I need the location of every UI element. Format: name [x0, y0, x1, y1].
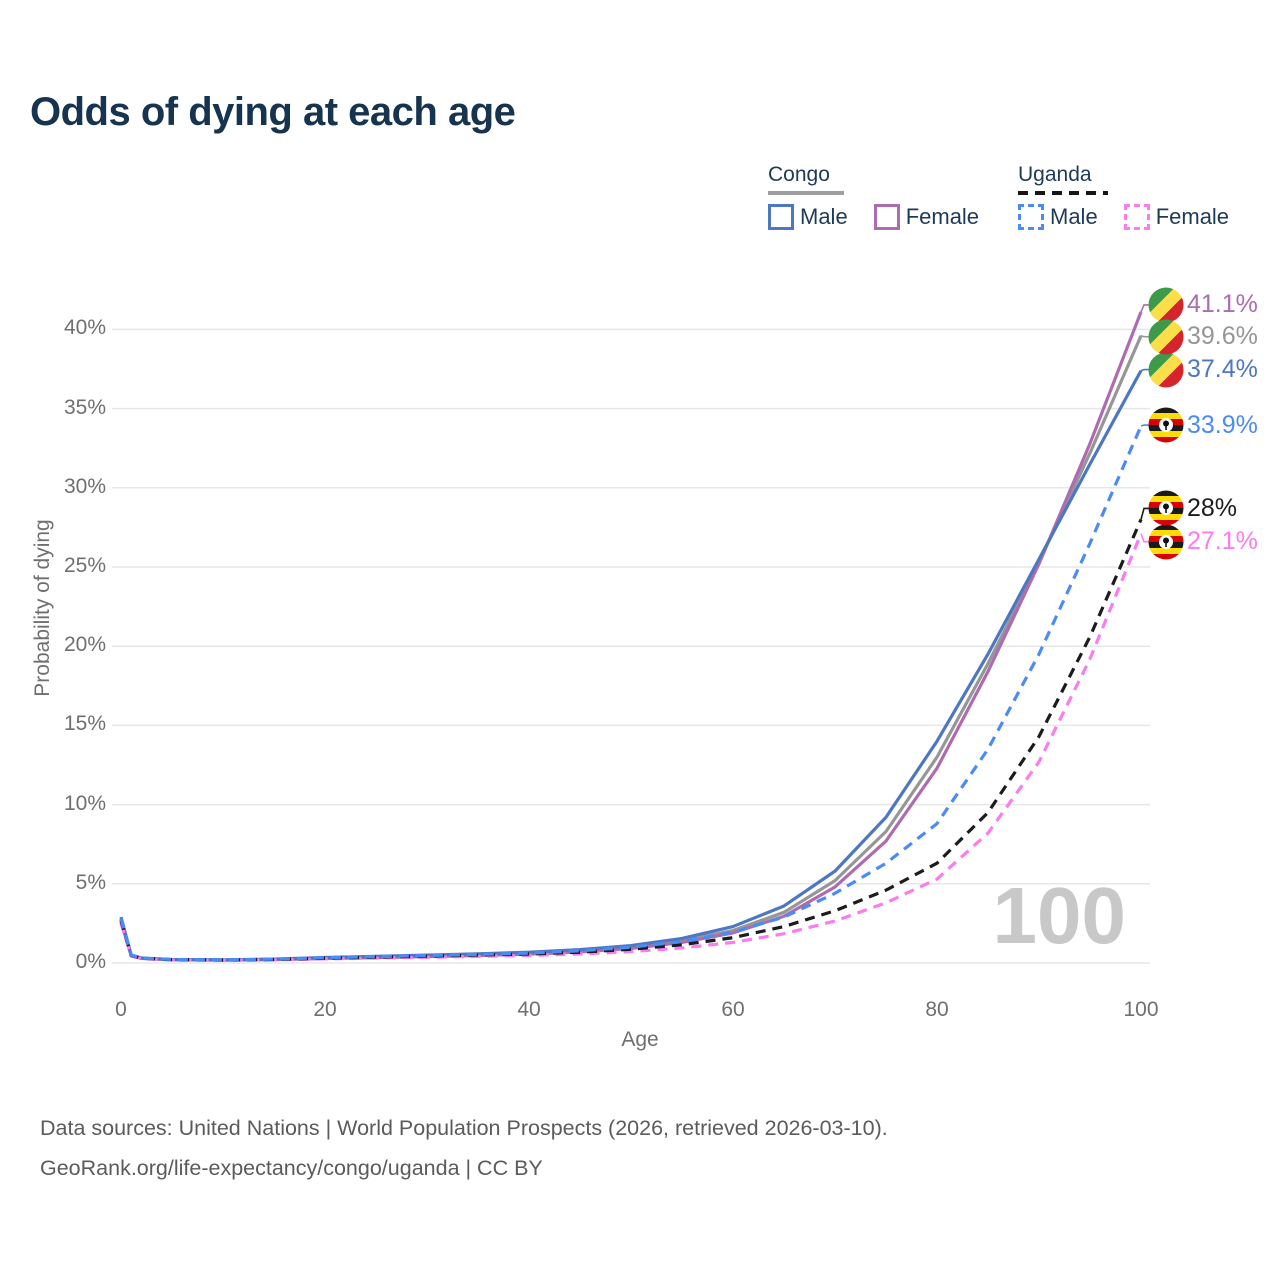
y-tick-label: 15% — [63, 712, 106, 736]
legend-country-congo-label: Congo — [768, 163, 830, 186]
x-tick-label: 60 — [721, 998, 745, 1021]
legend-item-uganda-male[interactable]: Male — [1018, 204, 1098, 230]
data-source-line: Data sources: United Nations | World Pop… — [40, 1116, 888, 1140]
legend-item-uganda-female[interactable]: Female — [1123, 204, 1230, 230]
uganda-flag-icon — [1148, 490, 1184, 526]
y-tick-label: 25% — [63, 554, 106, 577]
uganda-line-style-swatch — [1018, 191, 1108, 195]
attribution-line: GeoRank.org/life-expectancy/congo/uganda… — [40, 1156, 543, 1180]
label-connector — [1140, 424, 1150, 427]
chart-title: Odds of dying at each age — [30, 90, 516, 134]
end-label-value: 33.9% — [1187, 410, 1258, 439]
legend-country-uganda[interactable]: Uganda — [1018, 163, 1108, 195]
legend-country-congo[interactable]: Congo — [768, 163, 844, 195]
series-line-uganda-both-sexes[interactable] — [119, 518, 1143, 962]
uganda-female-swatch — [1123, 204, 1150, 230]
y-tick-label: 0% — [75, 950, 106, 973]
x-tick-label: 20 — [313, 998, 337, 1021]
y-tick-label: 5% — [75, 870, 106, 894]
end-label-uganda-female: 27.1% — [1148, 524, 1258, 560]
end-label-uganda-both-sexes: 28% — [1148, 490, 1237, 526]
y-tick-label: 10% — [63, 791, 106, 815]
end-label-congo-both-sexes: 39.6% — [1148, 319, 1258, 355]
uganda-flag-icon — [1148, 524, 1184, 560]
congo-line-style-swatch — [768, 191, 844, 195]
series-line-uganda-female[interactable] — [119, 533, 1143, 962]
legend-label: Male — [1050, 204, 1098, 229]
x-tick-label: 40 — [517, 998, 541, 1021]
footer: Data sources: United Nations | World Pop… — [40, 1108, 888, 1188]
legend-item-congo-male[interactable]: Male — [768, 204, 848, 230]
x-axis-title: Age — [621, 1028, 659, 1051]
label-connector — [1140, 304, 1150, 313]
end-label-congo-male: 37.4% — [1148, 352, 1258, 388]
y-tick-label: 40% — [63, 316, 106, 340]
label-connector — [1140, 533, 1150, 543]
congo-male-swatch — [768, 204, 794, 230]
end-label-value: 41.1% — [1187, 290, 1258, 319]
y-tick-label: 30% — [63, 474, 106, 498]
congo-flag-icon — [1148, 287, 1184, 323]
legend-group-uganda: Uganda Male Female — [1018, 163, 1229, 230]
congo-female-swatch — [873, 204, 900, 230]
watermark-age-100: 100 — [992, 871, 1126, 960]
x-tick-label: 0 — [115, 998, 127, 1021]
x-tick-label: 80 — [925, 998, 949, 1021]
series-line-congo-both-sexes[interactable] — [119, 335, 1143, 962]
legend-country-uganda-label: Uganda — [1018, 163, 1092, 186]
uganda-flag-icon — [1148, 407, 1184, 443]
end-label-value: 27.1% — [1187, 527, 1258, 556]
label-connector — [1140, 334, 1150, 338]
legend-item-congo-female[interactable]: Female — [873, 204, 980, 230]
y-tick-label: 35% — [63, 395, 106, 419]
congo-flag-icon — [1148, 319, 1184, 355]
end-label-value: 39.6% — [1187, 322, 1258, 351]
legend-label: Female — [1155, 204, 1230, 229]
y-tick-label: 20% — [63, 633, 106, 657]
congo-flag-icon — [1148, 352, 1184, 388]
end-label-value: 37.4% — [1187, 355, 1258, 384]
end-label-value: 28% — [1187, 493, 1238, 522]
series-line-uganda-male[interactable] — [119, 425, 1143, 962]
uganda-male-swatch — [1018, 204, 1044, 230]
end-label-uganda-male: 33.9% — [1148, 407, 1258, 443]
legend-label: Female — [905, 204, 980, 229]
label-connector — [1140, 507, 1150, 520]
x-tick-label: 100 — [1123, 998, 1159, 1021]
end-label-congo-female: 41.1% — [1148, 287, 1258, 323]
label-connector — [1140, 368, 1150, 372]
legend-label: Male — [800, 204, 848, 229]
legend-group-congo: Congo Male Female — [768, 163, 979, 230]
